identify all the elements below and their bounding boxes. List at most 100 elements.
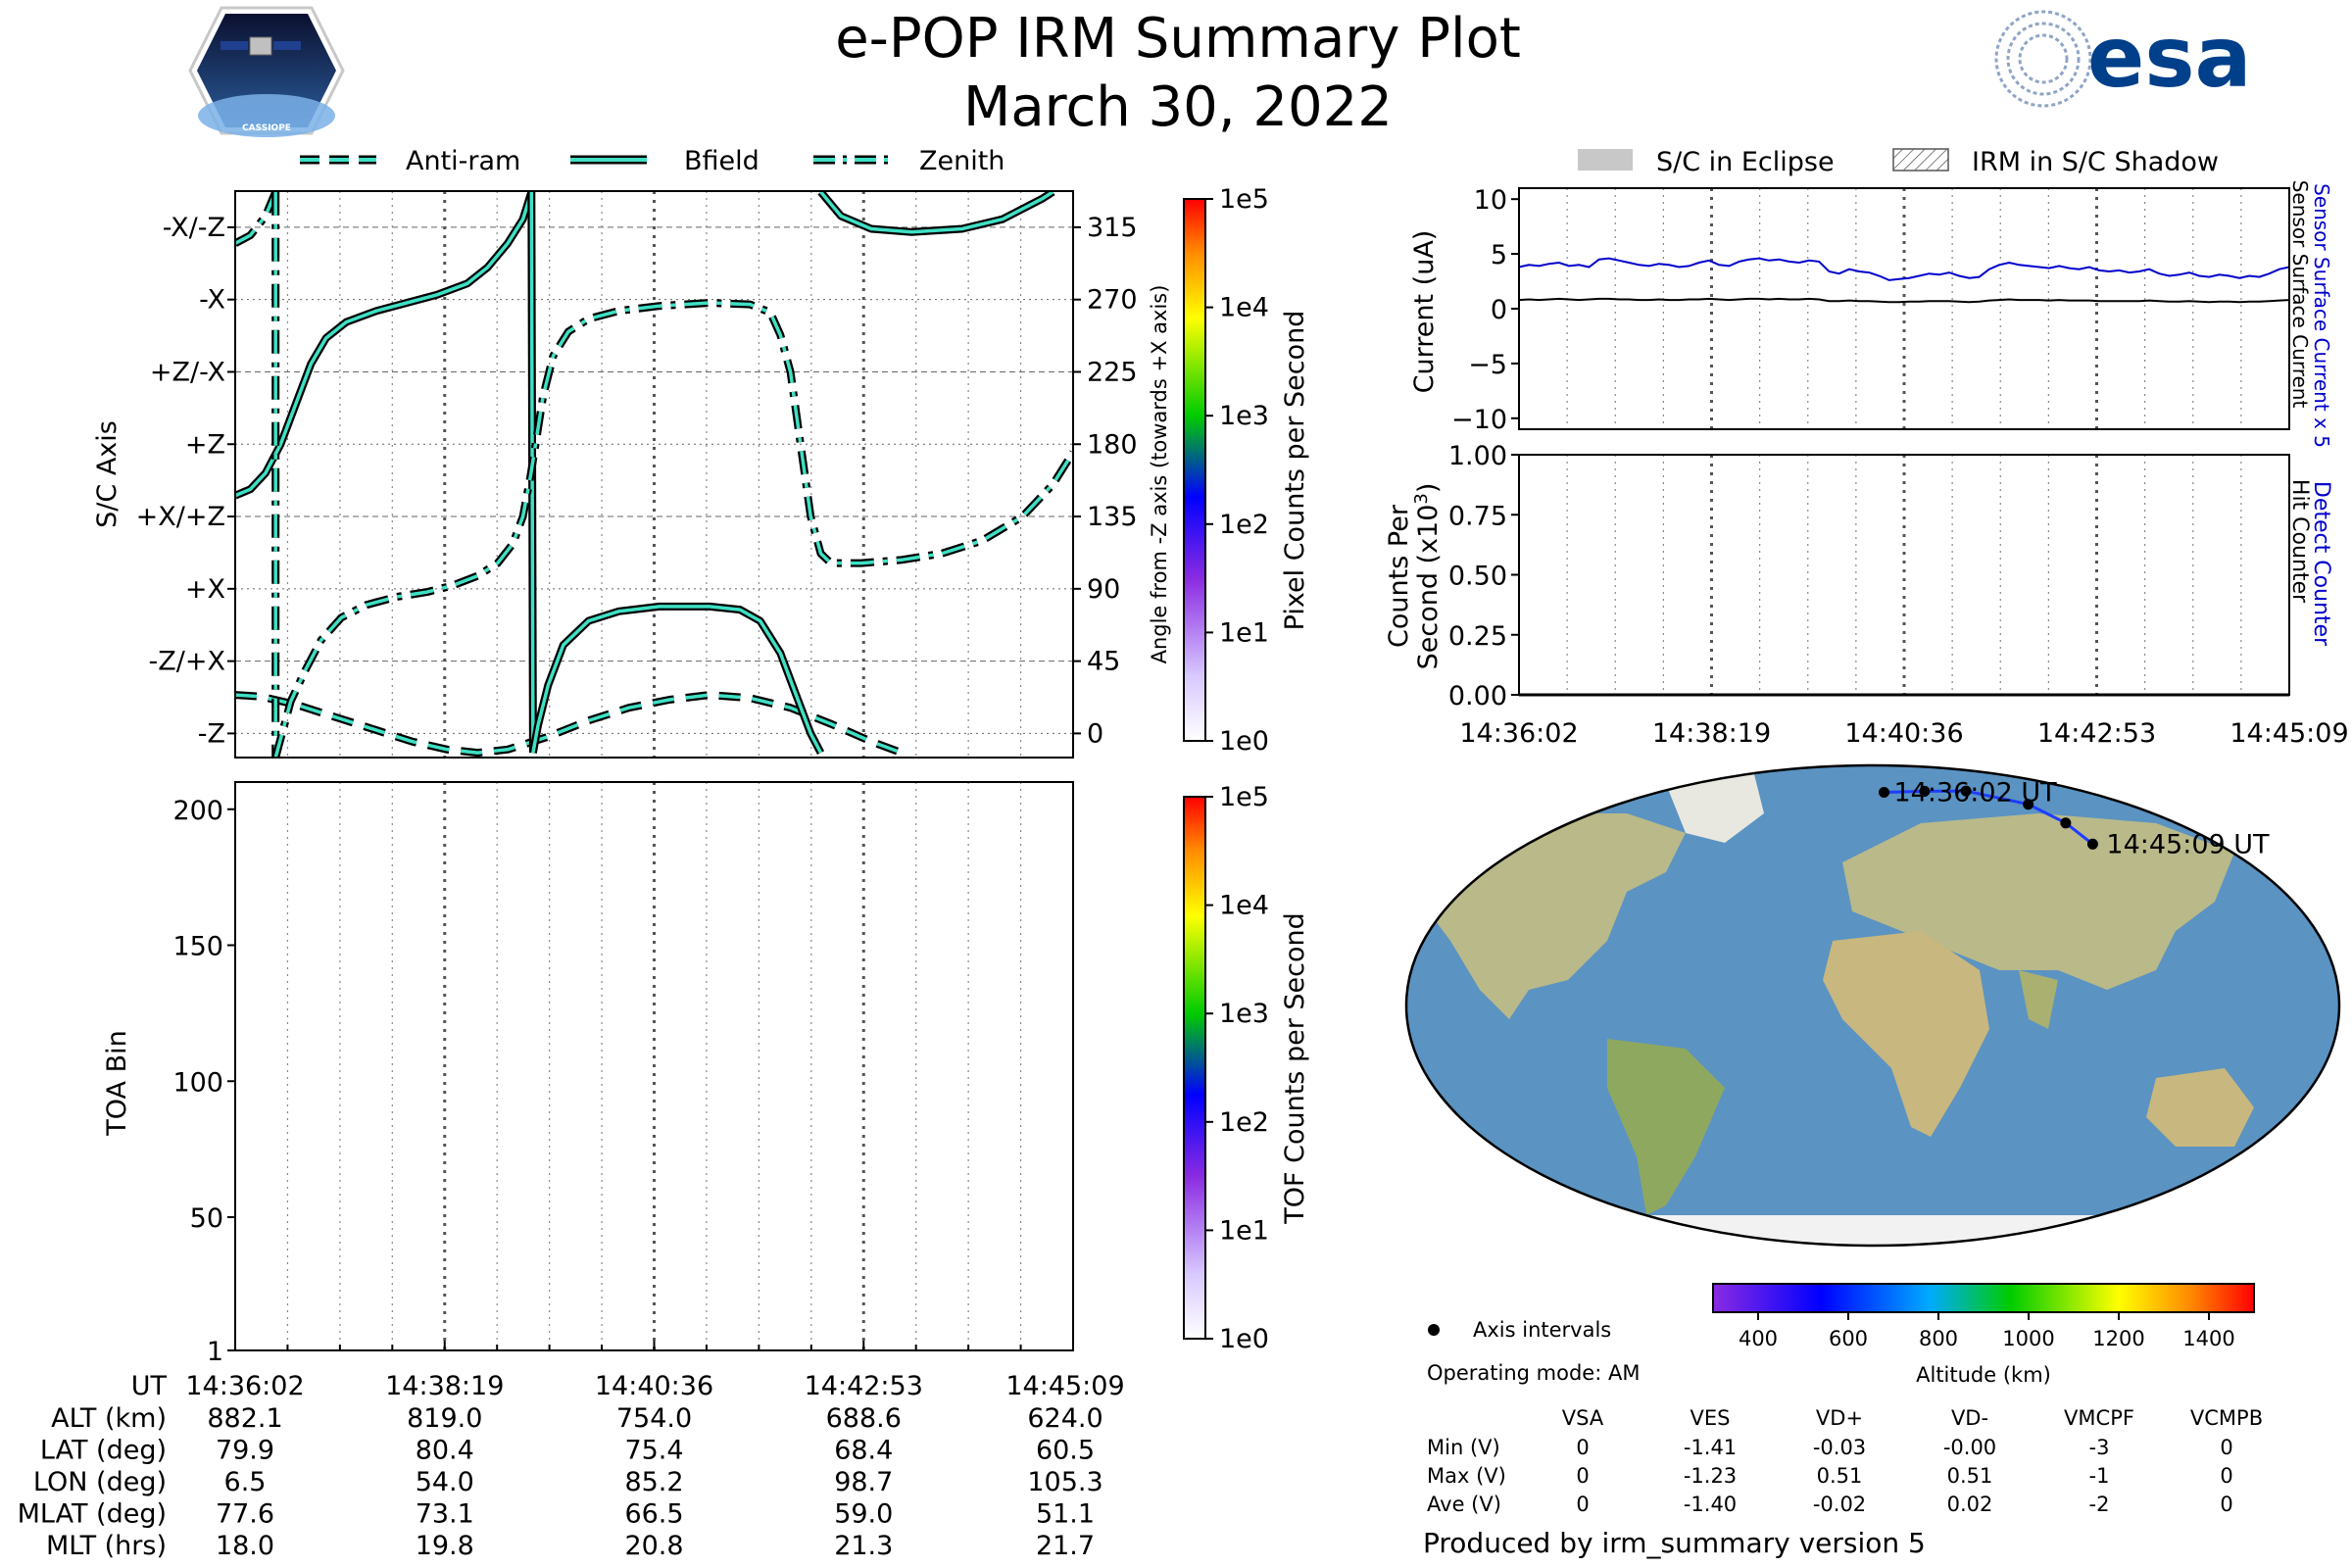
counts-panel: 1.00 0.75 0.50 0.25 0.00 Counts Per Second (… <box>1384 441 2333 711</box>
page-title: e-POP IRM Summary Plot <box>835 7 1521 71</box>
toa-ytick-label: 200 <box>172 796 223 826</box>
ephemeris-cell: 882.1 <box>207 1403 282 1434</box>
ground-track-point <box>2086 838 2098 850</box>
tof-colorbar-tick-label: 1e0 <box>1219 1324 1269 1354</box>
counts-ytick-label: 0.75 <box>1448 501 1507 531</box>
land-south-asia <box>2019 970 2058 1029</box>
toa-ytick-label: 50 <box>190 1203 223 1234</box>
ground-track-point <box>1879 786 1890 798</box>
pixel-colorbar-label: Pixel Counts per Second <box>1280 311 1310 631</box>
ephemeris-table: UT 14:36:02 14:38:19 14:40:36 14:42:53 14:45… <box>18 1371 1125 1561</box>
ephemeris-cell: 80.4 <box>416 1436 474 1466</box>
counts-ylabel-line1: Counts Per <box>1384 504 1414 648</box>
altitude-colorbar-label: Altitude (km) <box>1916 1363 2051 1387</box>
altitude-colorbar: 400 600 800 1000 1200 1400 Altitude (km) <box>1712 1283 2255 1387</box>
right-time-tick-label: 14:42:53 <box>2037 718 2156 749</box>
attitude-curve-bfield <box>531 605 823 754</box>
altitude-colorbar-ticks: 400 600 800 1000 1200 1400 <box>1739 1312 2235 1350</box>
voltage-cell: -0.02 <box>1813 1493 1866 1516</box>
axis-intervals-dot <box>1428 1324 1440 1336</box>
tof-colorbar-tick-label: 1e2 <box>1219 1107 1269 1138</box>
ephemeris-row-label: MLAT (deg) <box>18 1499 167 1530</box>
operating-mode: Operating mode: AM <box>1427 1361 1640 1385</box>
ephemeris-ut-label: UT <box>131 1371 168 1401</box>
attitude-ytick-label-right: 315 <box>1087 213 1138 243</box>
voltage-table: VSA VES VD+ VD- VMCPF VCMPB Min (V) 0 -1.41 -0.03… <box>1427 1406 2263 1516</box>
counts-ylabel-line2-tail: ) <box>1413 483 1444 494</box>
ephemeris-time-label: 14:38:19 <box>385 1371 504 1401</box>
attitude-curve-anti-ram <box>235 693 903 755</box>
attitude-y-ticks: -Z 0 -Z/+X 45 +X 90 +X/+Z 135 +Z 180 +Z/-X 225 -X 270… <box>136 213 1138 750</box>
voltage-col-header: VES <box>1690 1406 1731 1430</box>
voltage-row-label: Ave (V) <box>1427 1493 1501 1516</box>
ephemeris-cell: 54.0 <box>416 1467 474 1497</box>
attitude-ytick-label: +X <box>185 574 225 605</box>
attitude-ytick-label: -X/-Z <box>163 213 225 243</box>
right-time-tick-label: 14:38:19 <box>1652 718 1771 749</box>
ephemeris-cell: 51.1 <box>1036 1499 1095 1530</box>
esa-logo: esa <box>1994 9 2252 108</box>
voltage-cell: -0.03 <box>1813 1436 1866 1459</box>
pixel-colorbar-tick-label: 1e2 <box>1219 510 1269 540</box>
land-greenland <box>1666 774 1764 843</box>
ephemeris-cell: 60.5 <box>1036 1436 1095 1466</box>
ground-track-point <box>2060 817 2072 829</box>
ephemeris-cell: 18.0 <box>216 1531 274 1561</box>
voltage-col-header: VMCPF <box>2064 1406 2134 1430</box>
ground-track-end-label: 14:45:09 UT <box>2106 829 2270 859</box>
counts-ylabel-line2-main: Second (x10 <box>1413 505 1444 670</box>
attitude-ytick-label: +Z/-X <box>150 357 225 387</box>
ephemeris-cell: 73.1 <box>416 1499 474 1530</box>
current-ytick-label: −10 <box>1451 405 1507 435</box>
counts-ytick-label: 0.25 <box>1448 621 1507 652</box>
voltage-row-label: Min (V) <box>1427 1436 1500 1459</box>
ephemeris-cell: 66.5 <box>624 1499 683 1530</box>
pixel-colorbar-tick-label: 1e1 <box>1219 617 1269 648</box>
ephemeris-cell: 819.0 <box>407 1403 482 1434</box>
ephemeris-cell: 624.0 <box>1027 1403 1102 1434</box>
esa-logo-text: esa <box>2087 9 2252 107</box>
current-right-label: Sensor Surface Current <box>2288 180 2312 409</box>
attitude-curve-bfield <box>819 191 1054 234</box>
altitude-tick-label: 1000 <box>2002 1327 2054 1350</box>
attitude-curve-zenith <box>273 301 1073 758</box>
current-ytick-label: −5 <box>1468 350 1507 380</box>
voltage-col-header: VCMPB <box>2190 1406 2263 1430</box>
attitude-panel: -Z 0 -Z/+X 45 +X 90 +X/+Z 135 +Z 180 +Z/-X 225 -X 270… <box>92 190 1171 759</box>
tof-colorbar-label: TOF Counts per Second <box>1280 912 1310 1225</box>
eclipse-legend: S/C in Eclipse IRM in S/C Shadow <box>1578 147 2219 177</box>
attitude-ytick-label: +Z <box>185 429 225 460</box>
attitude-ytick-label: +X/+Z <box>136 502 225 532</box>
attitude-ytick-label-right: 135 <box>1087 502 1138 532</box>
voltage-col-header: VD+ <box>1816 1406 1863 1430</box>
attitude-curve-zenith <box>235 191 277 245</box>
ephemeris-cell: 98.7 <box>834 1467 893 1497</box>
ephemeris-cell: 688.6 <box>826 1403 902 1434</box>
current-ylabel: Current (uA) <box>1409 230 1440 394</box>
counts-right-label-hit: Hit Counter <box>2287 479 2312 604</box>
attitude-ytick-label-right: 0 <box>1087 718 1103 749</box>
attitude-time-gridlines <box>286 191 1022 758</box>
counts-y-ticks: 1.00 0.75 0.50 0.25 0.00 <box>1448 441 1519 711</box>
pixel-colorbar-tick-label: 1e3 <box>1219 401 1269 431</box>
voltage-cell: 0 <box>1576 1436 1589 1459</box>
voltage-cell: 0 <box>1576 1464 1589 1488</box>
voltage-cell: -0.00 <box>1943 1436 1996 1459</box>
counts-ytick-label: 1.00 <box>1448 441 1507 471</box>
ephemeris-row-label: LON (deg) <box>33 1467 167 1497</box>
voltage-cell: -1.41 <box>1684 1436 1737 1459</box>
attitude-ylabel-right: Angle from -Z axis (towards +X axis) <box>1148 285 1171 664</box>
ground-track-point <box>1919 785 1931 797</box>
ephemeris-cell: 85.2 <box>624 1467 683 1497</box>
land-antarctica <box>1411 1215 2332 1246</box>
attitude-ytick-label: -X <box>199 285 225 316</box>
voltage-col-header: VD- <box>1951 1406 1988 1430</box>
ephemeris-cell: 19.8 <box>416 1531 474 1561</box>
ephemeris-cell: 6.5 <box>224 1467 267 1497</box>
attitude-legend: Anti-ram Bfield Zenith <box>300 146 1004 176</box>
ephemeris-row-label: LAT (deg) <box>40 1436 167 1466</box>
produced-by: Produced by irm_summary version 5 <box>1423 1527 1926 1559</box>
right-time-tick-label: 14:45:09 <box>2230 718 2348 749</box>
